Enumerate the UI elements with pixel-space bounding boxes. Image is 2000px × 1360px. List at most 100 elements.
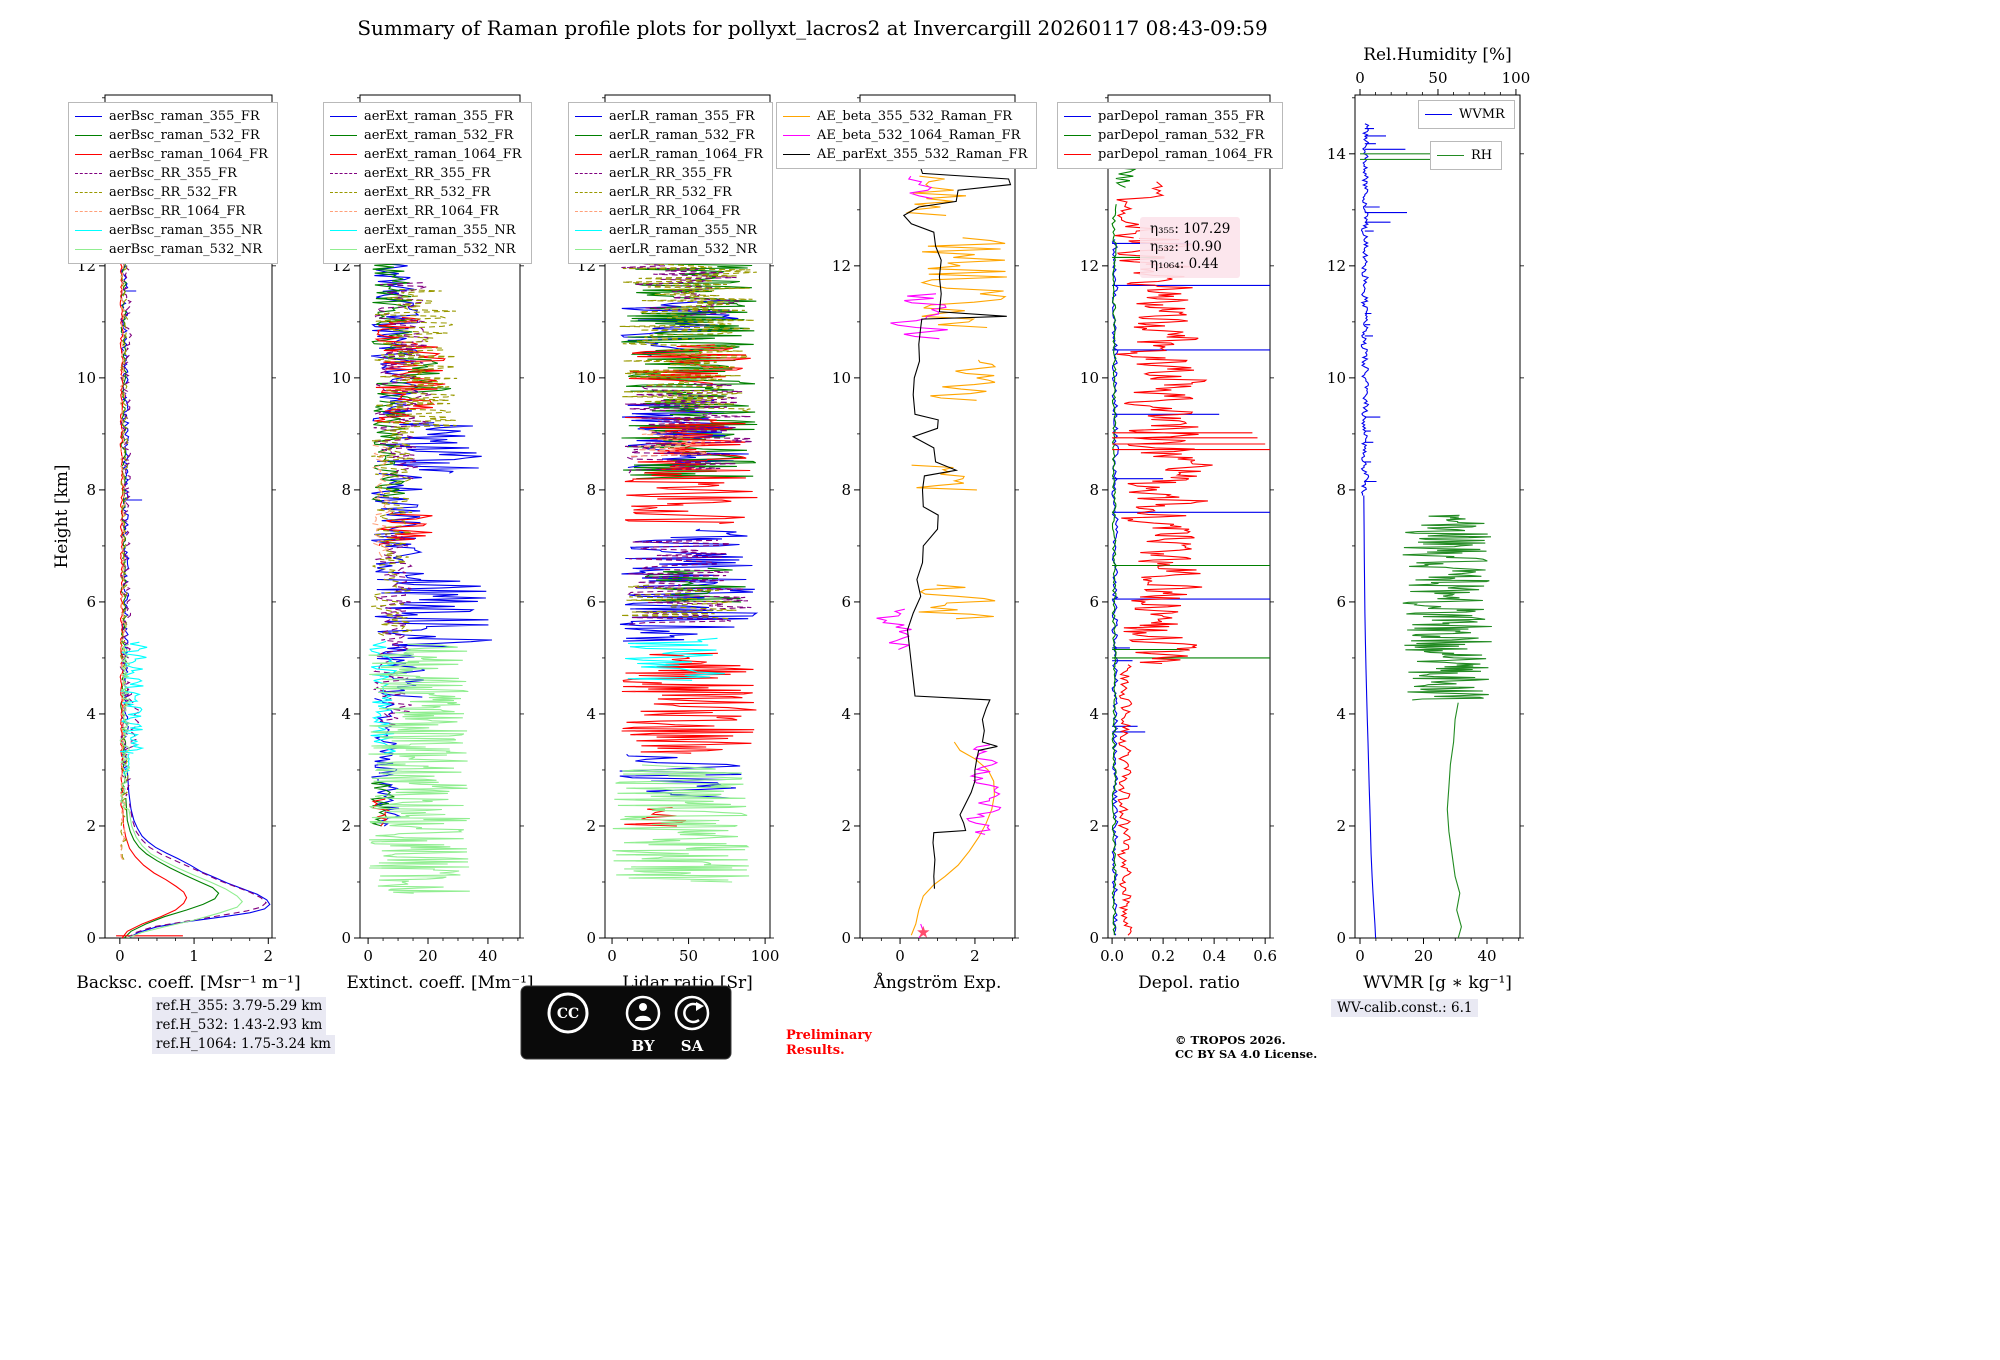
svg-text:0: 0: [586, 929, 596, 947]
legend-line-sample: [575, 173, 602, 174]
legend-depol-0: parDepol_raman_355_FR parDepol_raman_532_…: [1057, 102, 1283, 169]
series-aerExt_RR_532_FR: [371, 288, 458, 637]
legend-item: aerLR_RR_355_FR: [575, 164, 763, 183]
legend-label: aerLR_raman_355_NR: [609, 223, 757, 238]
svg-text:Extinct. coeff. [Mm⁻¹]: Extinct. coeff. [Mm⁻¹]: [346, 973, 533, 993]
legend-item: aerLR_raman_355_NR: [575, 221, 763, 240]
svg-text:2: 2: [341, 817, 351, 835]
legend-angstroem-0: AE_beta_355_532_Raman_FR AE_beta_532_1064…: [776, 102, 1038, 169]
legend-label: aerBsc_RR_532_FR: [109, 185, 237, 200]
marker-calibration-star: [917, 925, 930, 938]
svg-text:1: 1: [189, 947, 199, 965]
legend-wvmr-1: RH: [1430, 141, 1503, 170]
svg-text:6: 6: [586, 593, 596, 611]
series-aerBsc_raman_1064_FR: [106, 154, 188, 938]
legend-label: aerExt_raman_532_FR: [364, 128, 514, 143]
legend-line-sample: [1064, 116, 1091, 117]
reference-height-annotation: ref.H_355: 3.79-5.29 km ref.H_532: 1.43-…: [152, 997, 335, 1054]
refh-532: ref.H_532: 1.43-2.93 km: [152, 1016, 327, 1035]
legend-item: parDepol_raman_1064_FR: [1064, 145, 1273, 164]
series-AE_beta_355_532_Raman_FR: [905, 175, 1007, 936]
svg-text:0: 0: [1355, 69, 1365, 87]
legend-line-sample: [783, 154, 810, 155]
legend-line-sample: [330, 230, 357, 231]
legend-item: aerExt_raman_1064_FR: [330, 145, 522, 164]
legend-label: parDepol_raman_1064_FR: [1098, 147, 1273, 162]
legend-item: aerExt_raman_355_FR: [330, 107, 522, 126]
series-aerBsc_raman_355_FR: [120, 240, 271, 938]
legend-item: RH: [1437, 146, 1492, 165]
legend-line-sample: [1437, 155, 1464, 156]
legend-label: parDepol_raman_355_FR: [1098, 109, 1265, 124]
svg-text:8: 8: [586, 481, 596, 499]
legend-item: AE_parExt_355_532_Raman_FR: [783, 145, 1027, 164]
series-RH: [1360, 153, 1498, 938]
legend-line-sample: [75, 135, 102, 136]
legend-line-sample: [783, 135, 810, 136]
panel-angstroem: 0 2 0 2 4 6 8 10 12 Ångström Exp.: [832, 94, 1019, 993]
legend-line-sample: [75, 192, 102, 193]
legend-label: aerLR_raman_532_NR: [609, 242, 757, 257]
svg-text:0: 0: [1336, 929, 1346, 947]
legend-label: AE_beta_532_1064_Raman_FR: [817, 128, 1021, 143]
legend-label: aerLR_RR_1064_FR: [609, 204, 741, 219]
eta-532-line: η₅₃₂: 10.90: [1150, 238, 1222, 255]
legend-label: aerExt_raman_355_FR: [364, 109, 514, 124]
svg-text:2: 2: [1089, 817, 1099, 835]
svg-text:WVMR [g ∗ kg⁻¹]: WVMR [g ∗ kg⁻¹]: [1363, 973, 1512, 993]
svg-text:12: 12: [1080, 257, 1099, 275]
svg-text:12: 12: [1327, 257, 1346, 275]
person-head-icon: [639, 1003, 647, 1011]
legend-line-sample: [575, 230, 602, 231]
legend-item: WVMR: [1425, 105, 1505, 124]
legend-item: aerLR_raman_1064_FR: [575, 145, 763, 164]
svg-text:4: 4: [341, 705, 351, 723]
legend-line-sample: [75, 116, 102, 117]
legend-line-sample: [75, 249, 102, 250]
legend-item: aerLR_raman_532_FR: [575, 126, 763, 145]
legend-label: aerLR_RR_355_FR: [609, 166, 732, 181]
legend-item: aerExt_RR_532_FR: [330, 183, 522, 202]
svg-text:10: 10: [332, 369, 351, 387]
svg-text:4: 4: [586, 705, 596, 723]
depol-calibration-annotation: η₃₅₅: 107.29 η₅₃₂: 10.90 η₁₀₆₄: 0.44: [1140, 217, 1241, 278]
cc-sa-label: SA: [681, 1037, 704, 1055]
copyright-line-2: CC BY SA 4.0 License.: [1175, 1046, 1318, 1061]
eta-355-line: η₃₅₅: 107.29: [1150, 221, 1231, 237]
legend-label: aerExt_raman_532_NR: [364, 242, 516, 257]
legend-line-sample: [575, 211, 602, 212]
legend-item: AE_beta_532_1064_Raman_FR: [783, 126, 1027, 145]
legend-item: aerBsc_raman_532_NR: [75, 240, 268, 259]
legend-line-sample: [575, 249, 602, 250]
svg-text:50: 50: [679, 947, 698, 965]
svg-text:0: 0: [607, 947, 617, 965]
eta-1064-line: η₁₀₆₄: 0.44: [1150, 256, 1219, 272]
legend-line-sample: [783, 116, 810, 117]
svg-text:6: 6: [1089, 593, 1099, 611]
svg-text:0.6: 0.6: [1253, 947, 1277, 965]
svg-text:10: 10: [577, 369, 596, 387]
legend-item: aerBsc_RR_355_FR: [75, 164, 268, 183]
legend-label: aerLR_raman_1064_FR: [609, 147, 763, 162]
legend-item: aerExt_raman_355_NR: [330, 221, 522, 240]
person-body-icon: [635, 1015, 651, 1021]
legend-line-sample: [575, 116, 602, 117]
svg-text:2: 2: [586, 817, 596, 835]
svg-text:10: 10: [77, 369, 96, 387]
series-aerLR_raman_355_NR: [625, 637, 725, 681]
svg-text:4: 4: [1089, 705, 1099, 723]
legend-label: aerBsc_raman_355_FR: [109, 109, 260, 124]
cc-by-sa-badge: CC BY SA: [520, 985, 732, 1060]
legend-line-sample: [75, 211, 102, 212]
svg-text:Depol. ratio: Depol. ratio: [1138, 973, 1240, 993]
legend-item: aerBsc_RR_1064_FR: [75, 202, 268, 221]
legend-label: aerLR_RR_532_FR: [609, 185, 732, 200]
refh-1064: ref.H_1064: 1.75-3.24 km: [152, 1035, 335, 1054]
cc-by-label: BY: [631, 1037, 654, 1055]
svg-text:Backsc. coeff. [Msr⁻¹ m⁻¹]: Backsc. coeff. [Msr⁻¹ m⁻¹]: [76, 973, 300, 993]
series-WVMR: [1360, 123, 1407, 938]
legend-item: aerBsc_raman_532_FR: [75, 126, 268, 145]
svg-text:8: 8: [1336, 481, 1346, 499]
